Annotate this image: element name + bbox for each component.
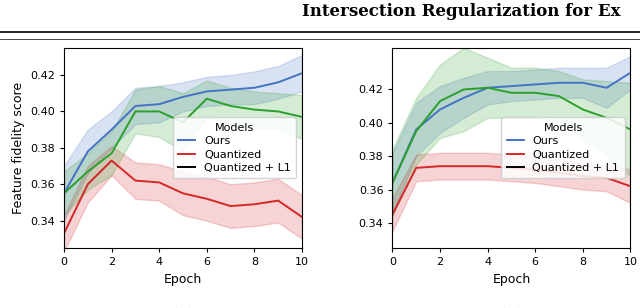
Quantized	[555, 171, 563, 175]
Quantized + L1	[156, 110, 163, 113]
Quantized + L1	[412, 129, 420, 133]
Ours	[84, 150, 92, 153]
Ours	[412, 128, 420, 131]
X-axis label: Epoch: Epoch	[164, 273, 202, 286]
Quantized + L1	[531, 91, 539, 95]
Ours	[298, 71, 306, 75]
Quantized + L1	[84, 170, 92, 173]
Quantized + L1	[227, 104, 234, 108]
Quantized + L1	[275, 110, 282, 113]
Quantized	[275, 199, 282, 202]
Ours	[388, 181, 396, 185]
Quantized + L1	[484, 86, 492, 90]
Quantized	[179, 192, 187, 195]
Line: Quantized: Quantized	[392, 166, 630, 215]
Quantized + L1	[627, 128, 634, 131]
Legend: Ours, Quantized, Quantized + L1: Ours, Quantized, Quantized + L1	[173, 117, 296, 178]
Quantized + L1	[555, 94, 563, 98]
Line: Quantized + L1: Quantized + L1	[392, 88, 630, 183]
Quantized + L1	[203, 97, 211, 100]
Ours	[579, 81, 587, 85]
Quantized	[627, 184, 634, 188]
Quantized + L1	[388, 181, 396, 185]
Line: Quantized: Quantized	[64, 160, 302, 233]
Quantized + L1	[603, 116, 611, 120]
Ours	[275, 80, 282, 84]
Ours	[436, 107, 444, 111]
Ours	[460, 96, 468, 100]
Quantized	[579, 174, 587, 178]
Ours	[203, 90, 211, 93]
Ours	[108, 128, 115, 132]
Quantized	[84, 182, 92, 186]
Quantized	[460, 164, 468, 168]
Quantized	[484, 164, 492, 168]
Quantized + L1	[179, 120, 187, 124]
Ours	[531, 83, 539, 86]
Ours	[132, 104, 140, 108]
Ours	[250, 86, 258, 90]
Quantized + L1	[508, 91, 515, 95]
Ours	[555, 81, 563, 85]
Ours	[156, 102, 163, 106]
Quantized	[412, 166, 420, 170]
Quantized + L1	[436, 99, 444, 103]
Quantized + L1	[60, 192, 68, 195]
Ours	[60, 192, 68, 195]
Quantized + L1	[298, 115, 306, 119]
Quantized + L1	[250, 108, 258, 111]
Quantized	[603, 176, 611, 180]
Quantized	[227, 204, 234, 208]
Ours	[227, 88, 234, 91]
Line: Ours: Ours	[64, 73, 302, 193]
Quantized	[108, 159, 115, 162]
Quantized	[388, 213, 396, 217]
Quantized	[203, 197, 211, 201]
Quantized	[156, 180, 163, 184]
Quantized + L1	[108, 152, 115, 155]
Quantized	[436, 164, 444, 168]
Line: Quantized + L1: Quantized + L1	[64, 99, 302, 193]
Quantized	[531, 168, 539, 171]
Text: Intersection Regularization for Ex: Intersection Regularization for Ex	[301, 3, 620, 20]
Ours	[603, 86, 611, 90]
X-axis label: Epoch: Epoch	[492, 273, 531, 286]
Quantized + L1	[579, 107, 587, 111]
Quantized	[132, 179, 140, 182]
Quantized	[508, 166, 515, 170]
Quantized	[250, 202, 258, 206]
Legend: Ours, Quantized, Quantized + L1: Ours, Quantized, Quantized + L1	[501, 117, 625, 178]
Quantized	[60, 232, 68, 235]
Quantized + L1	[132, 110, 140, 113]
Ours	[627, 71, 634, 75]
Line: Ours: Ours	[392, 73, 630, 183]
Ours	[508, 84, 515, 88]
Y-axis label: Feature fidelity score: Feature fidelity score	[12, 82, 24, 214]
Ours	[484, 86, 492, 90]
Quantized + L1	[460, 87, 468, 91]
Ours	[179, 95, 187, 99]
Quantized	[298, 215, 306, 219]
